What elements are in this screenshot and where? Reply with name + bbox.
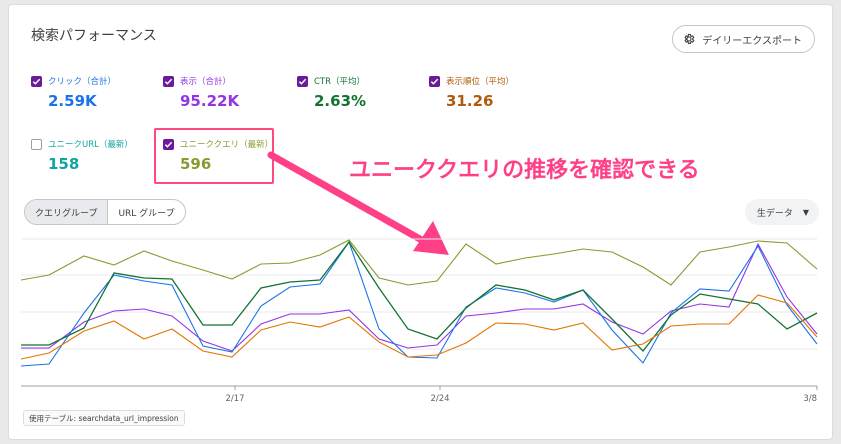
checkbox-checked-icon[interactable] xyxy=(163,138,174,150)
data-type-dropdown[interactable]: 生データ ▼ xyxy=(744,199,819,225)
metric-ctr-label: CTR（平均） xyxy=(314,77,366,87)
annotation-arrow xyxy=(267,151,449,255)
metric-unique-url-value: 158 xyxy=(48,155,80,173)
metric-unique-query[interactable]: ユニーククエリ（最新） 596 xyxy=(163,138,273,173)
x-tick-label: 2/17 xyxy=(225,394,244,403)
page-title: 検索パフォーマンス xyxy=(31,28,157,44)
metric-ctr-value: 2.63% xyxy=(314,92,367,110)
performance-chart: 2/17 2/24 3/8 xyxy=(21,238,818,403)
tab-query-group[interactable]: クエリグループ xyxy=(25,200,109,224)
group-tabs: クエリグループ URL グループ xyxy=(24,199,186,225)
metric-impressions-value: 95.22K xyxy=(180,92,240,110)
metric-unique-query-value: 596 xyxy=(180,155,212,173)
series-impressions-line xyxy=(21,242,818,352)
tab-url-group[interactable]: URL グループ xyxy=(118,208,175,219)
data-type-value: 生データ xyxy=(756,208,793,219)
metric-impressions[interactable]: 表示（合計） 95.22K xyxy=(163,75,239,110)
checkbox-checked-icon[interactable] xyxy=(163,75,174,87)
series-clicks-line xyxy=(21,240,818,367)
metric-position[interactable]: 表示順位（平均） 31.26 xyxy=(429,75,514,110)
daily-export-label: デイリーエクスポート xyxy=(702,35,802,47)
series-position-line xyxy=(21,294,818,360)
series-unique-query-line xyxy=(21,239,818,286)
metric-position-value: 31.26 xyxy=(446,92,494,110)
daily-export-button[interactable]: デイリーエクスポート xyxy=(672,25,815,53)
metric-clicks[interactable]: クリック（合計） 2.59K xyxy=(31,75,116,110)
metric-unique-query-label: ユニーククエリ（最新） xyxy=(180,140,274,150)
metric-ctr[interactable]: CTR（平均） 2.63% xyxy=(297,75,366,110)
source-table-chip: 使用テーブル: searchdata_url_impression xyxy=(23,410,185,426)
search-performance-card: 検索パフォーマンス デイリーエクスポート クリック（合計） 2.59K 表示（合… xyxy=(8,4,833,440)
x-tick-label: 3/8 xyxy=(803,394,817,403)
checkbox-unchecked-icon[interactable] xyxy=(31,138,42,150)
metric-unique-url-label: ユニークURL（最新） xyxy=(48,140,133,150)
x-axis-labels: 2/17 2/24 3/8 xyxy=(225,394,817,403)
metric-clicks-value: 2.59K xyxy=(48,92,97,110)
metric-clicks-label: クリック（合計） xyxy=(48,77,117,87)
gear-icon xyxy=(684,33,695,45)
checkbox-checked-icon[interactable] xyxy=(31,75,42,87)
metric-impressions-label: 表示（合計） xyxy=(180,77,232,87)
checkbox-checked-icon[interactable] xyxy=(429,75,440,87)
grid-lines xyxy=(21,238,818,390)
caret-down-icon: ▼ xyxy=(802,207,809,217)
metric-position-label: 表示順位（平均） xyxy=(446,77,515,87)
annotation-text: ユニーククエリの推移を確認できる xyxy=(349,158,700,183)
checkbox-checked-icon[interactable] xyxy=(297,75,308,87)
metric-unique-url[interactable]: ユニークURL（最新） 158 xyxy=(31,138,133,173)
series-ctr-line xyxy=(21,240,818,352)
x-tick-label: 2/24 xyxy=(430,394,449,403)
